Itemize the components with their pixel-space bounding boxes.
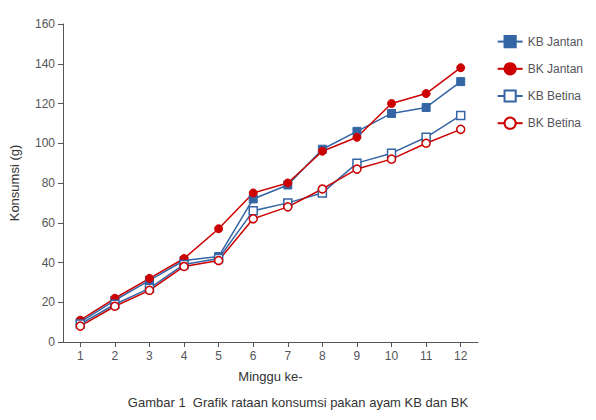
- svg-text:0: 0: [48, 335, 55, 349]
- svg-text:KB Jantan: KB Jantan: [528, 35, 583, 49]
- svg-text:8: 8: [319, 349, 326, 363]
- svg-text:7: 7: [284, 349, 291, 363]
- svg-text:KB Betina: KB Betina: [528, 89, 582, 103]
- svg-text:1: 1: [77, 349, 84, 363]
- svg-text:140: 140: [35, 57, 55, 71]
- svg-text:11: 11: [420, 349, 433, 363]
- svg-text:20: 20: [42, 295, 56, 309]
- svg-text:5: 5: [215, 349, 222, 363]
- svg-text:10: 10: [385, 349, 399, 363]
- svg-text:6: 6: [250, 349, 257, 363]
- svg-text:Minggu ke-: Minggu ke-: [238, 369, 302, 384]
- svg-text:9: 9: [354, 349, 361, 363]
- svg-text:120: 120: [35, 97, 55, 111]
- svg-text:100: 100: [35, 136, 55, 150]
- svg-text:Konsumsi (g): Konsumsi (g): [7, 145, 22, 222]
- svg-text:80: 80: [42, 176, 56, 190]
- svg-text:BK Betina: BK Betina: [528, 116, 582, 130]
- svg-text:160: 160: [35, 17, 55, 31]
- svg-text:40: 40: [42, 256, 56, 270]
- svg-text:2: 2: [112, 349, 119, 363]
- svg-text:Gambar 1 Grafik rataan konsum: Gambar 1 Grafik rataan konsumsi pakan ay…: [128, 395, 469, 410]
- svg-text:12: 12: [454, 349, 468, 363]
- svg-text:BK Jantan: BK Jantan: [528, 62, 583, 76]
- svg-text:3: 3: [146, 349, 153, 363]
- svg-text:60: 60: [42, 216, 56, 230]
- svg-text:4: 4: [181, 349, 188, 363]
